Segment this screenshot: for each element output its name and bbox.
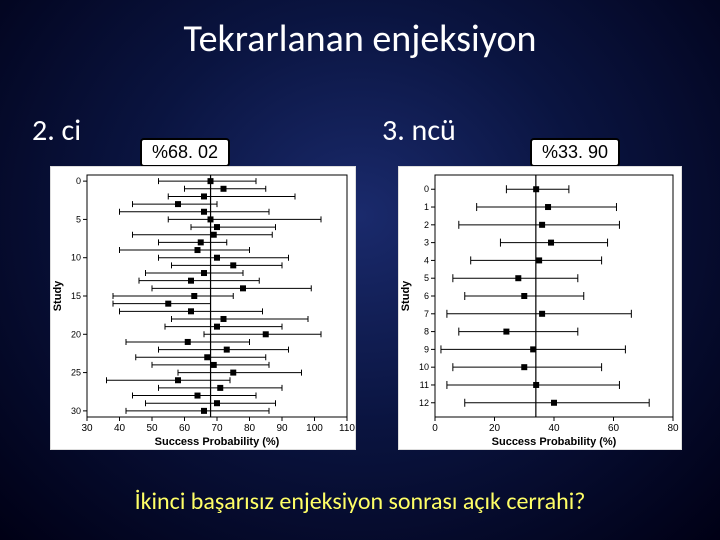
svg-text:9: 9 xyxy=(424,344,429,354)
svg-text:20: 20 xyxy=(71,329,81,339)
svg-text:10: 10 xyxy=(419,362,429,372)
svg-text:25: 25 xyxy=(71,368,81,378)
svg-text:80: 80 xyxy=(244,423,256,434)
svg-text:60: 60 xyxy=(608,423,620,434)
right-heading: 3. ncü xyxy=(382,112,456,149)
forest-plot-right: 0204060800123456789101112Success Probabi… xyxy=(398,166,682,450)
right-badge: %33. 90 xyxy=(530,138,620,167)
svg-text:Study: Study xyxy=(52,280,64,311)
svg-text:Study: Study xyxy=(400,280,412,311)
svg-text:80: 80 xyxy=(667,423,679,434)
svg-text:10: 10 xyxy=(71,253,81,263)
svg-text:100: 100 xyxy=(306,423,323,434)
svg-text:20: 20 xyxy=(489,423,501,434)
svg-text:6: 6 xyxy=(424,291,429,301)
svg-text:2: 2 xyxy=(424,220,429,230)
svg-text:8: 8 xyxy=(424,327,429,337)
svg-text:30: 30 xyxy=(71,406,81,416)
svg-text:Success Probability (%): Success Probability (%) xyxy=(155,436,280,448)
svg-text:30: 30 xyxy=(81,423,93,434)
page-title: Tekrarlanan enjeksiyon xyxy=(0,16,720,62)
svg-text:11: 11 xyxy=(420,380,429,390)
svg-text:7: 7 xyxy=(424,309,429,319)
svg-text:0: 0 xyxy=(424,184,429,194)
svg-text:40: 40 xyxy=(548,423,560,434)
forest-plot-left: 30 40 50 60 70 80 90 100 110 0 5 10 15 20 25 30 Success … xyxy=(50,166,356,450)
svg-text:110: 110 xyxy=(339,423,355,434)
svg-text:70: 70 xyxy=(211,423,223,434)
svg-text:Success Probability (%): Success Probability (%) xyxy=(492,436,617,448)
svg-text:4: 4 xyxy=(424,255,429,265)
left-badge: %68. 02 xyxy=(140,138,230,167)
svg-text:1: 1 xyxy=(424,202,429,212)
svg-text:0: 0 xyxy=(76,176,81,186)
svg-text:0: 0 xyxy=(432,423,438,434)
svg-text:15: 15 xyxy=(71,291,81,301)
svg-text:90: 90 xyxy=(276,423,288,434)
svg-text:3: 3 xyxy=(424,238,429,248)
svg-text:5: 5 xyxy=(76,214,81,224)
left-heading: 2. ci xyxy=(32,112,81,149)
svg-text:50: 50 xyxy=(146,423,158,434)
bottom-question: İkinci başarısız enjeksiyon sonrası açık… xyxy=(0,487,720,516)
svg-text:40: 40 xyxy=(114,423,126,434)
svg-text:5: 5 xyxy=(424,273,429,283)
svg-text:12: 12 xyxy=(419,398,429,408)
svg-text:60: 60 xyxy=(179,423,191,434)
